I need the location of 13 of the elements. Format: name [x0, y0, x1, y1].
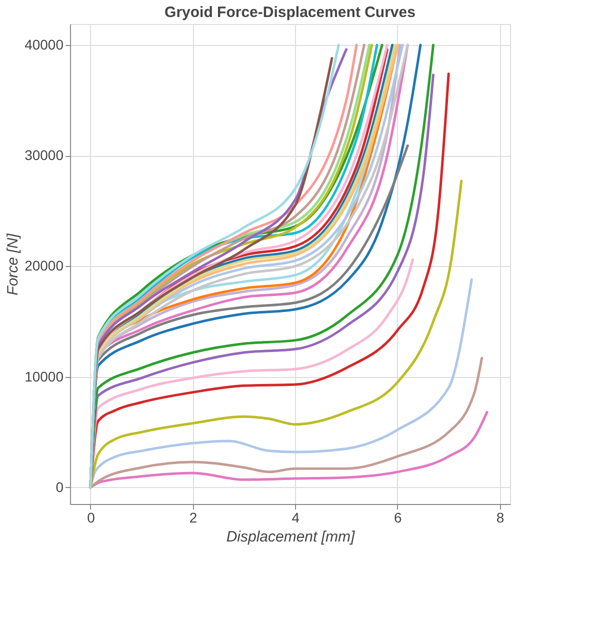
- x-tick-label: 0: [87, 510, 96, 526]
- y-axis-title: Force [N]: [4, 232, 22, 296]
- y-tick-label: 40000: [24, 36, 64, 53]
- y-tick-label: 0: [56, 478, 64, 495]
- x-tick-label: 6: [394, 510, 402, 526]
- chart-title: Gryoid Force-Displacement Curves: [164, 4, 416, 21]
- y-tick-label: 30000: [24, 147, 64, 164]
- x-tick-label: 2: [189, 510, 198, 526]
- x-tick-label: 4: [292, 510, 300, 526]
- y-tick-label: 20000: [24, 258, 64, 274]
- x-axis-title: Displacement [mm]: [226, 528, 356, 546]
- y-tick-label: 10000: [24, 368, 64, 384]
- x-tick-label: 8: [496, 510, 504, 526]
